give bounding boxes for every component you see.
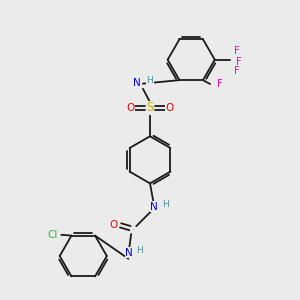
Text: N: N: [133, 78, 141, 88]
Text: O: O: [110, 220, 118, 230]
Text: H: H: [162, 200, 169, 209]
Text: Cl: Cl: [47, 230, 58, 240]
Text: F: F: [236, 57, 241, 67]
Text: H: H: [136, 246, 143, 255]
Text: H: H: [147, 76, 153, 85]
Text: F: F: [234, 46, 240, 56]
Text: O: O: [166, 103, 174, 113]
Text: C: C: [133, 229, 134, 230]
Text: N: N: [150, 202, 158, 212]
Text: O: O: [126, 103, 134, 113]
Text: F: F: [217, 79, 223, 89]
Text: N: N: [125, 248, 133, 258]
Text: F: F: [234, 66, 240, 76]
Text: S: S: [146, 101, 154, 115]
